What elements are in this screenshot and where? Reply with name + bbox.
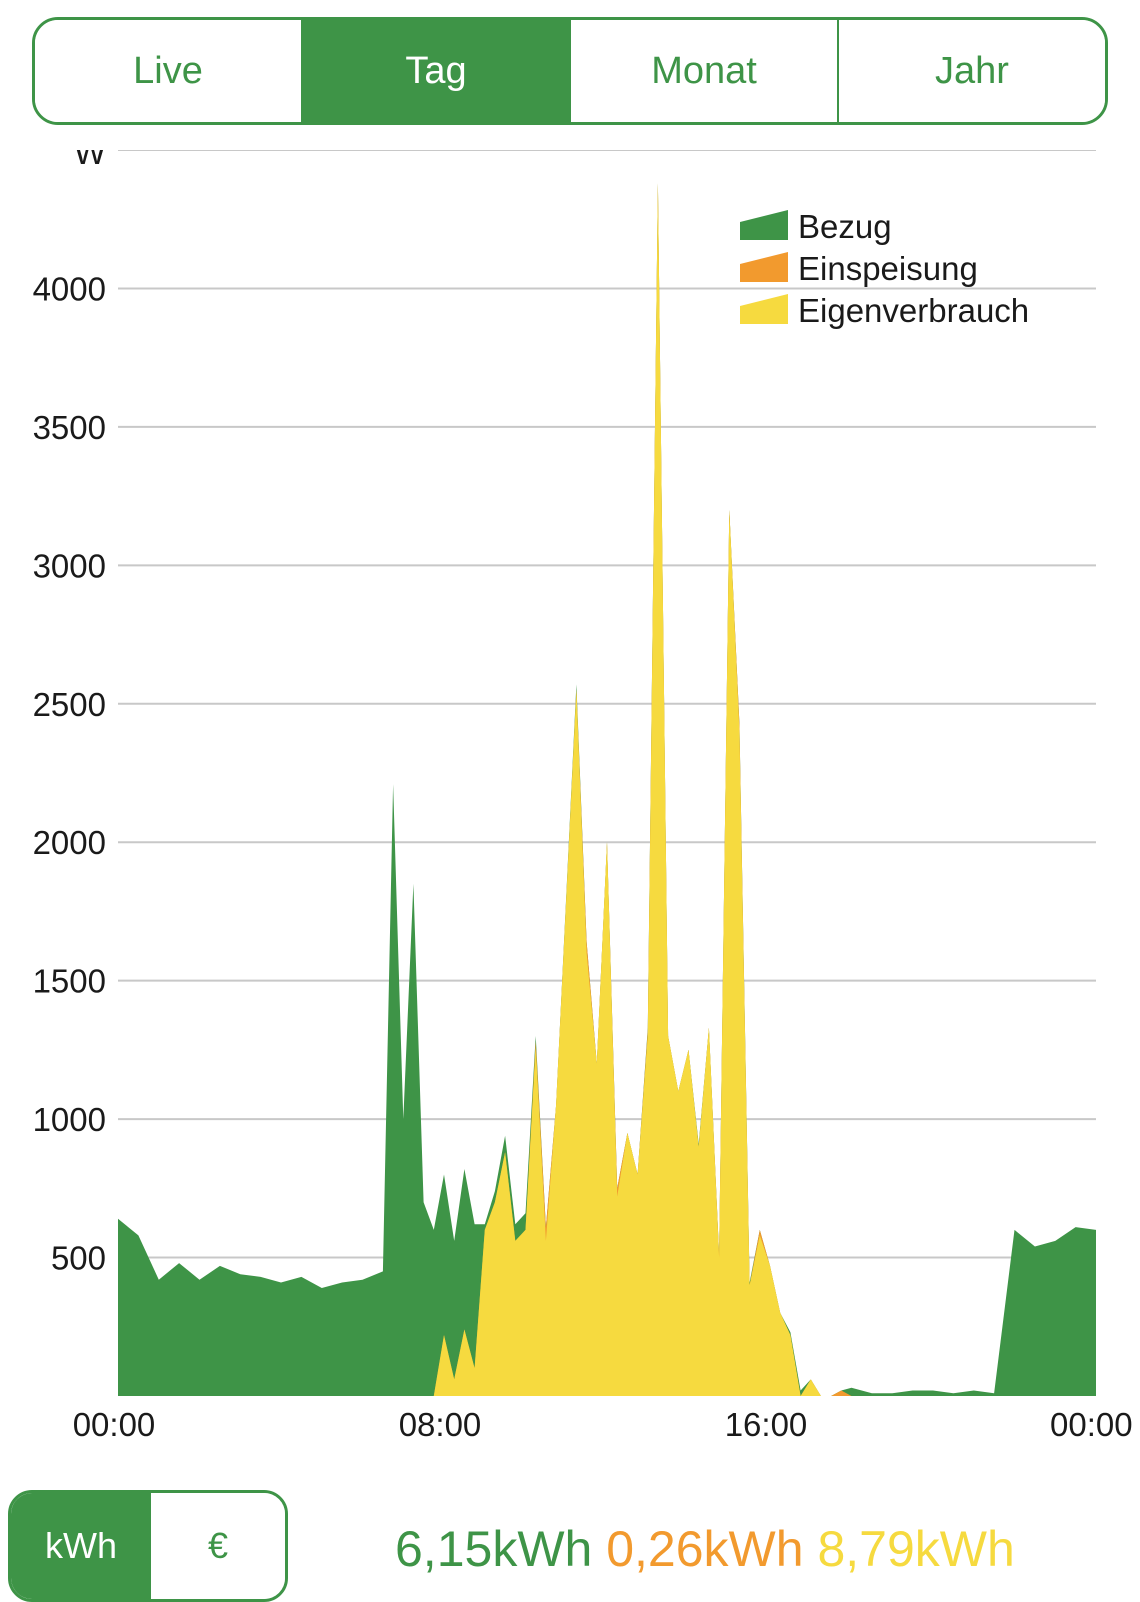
legend-label: Einspeisung (798, 250, 978, 287)
daily-totals: 6,15kWh 0,26kWh 8,79kWh (395, 1520, 1015, 1578)
y-tick-label: 1500 (33, 963, 106, 1000)
tab-live[interactable]: Live (35, 20, 303, 122)
x-tick-label: 08:00 (399, 1406, 482, 1443)
tab-tag[interactable]: Tag (303, 20, 571, 122)
legend-swatch (740, 252, 788, 282)
y-tick-label: 3000 (33, 547, 106, 584)
x-tick-label: 16:00 (725, 1406, 808, 1443)
power-chart: 500 1000 1500 2000 2500 3000 3500 4000 W 00:00 08… (33, 150, 1133, 1443)
legend-label: Bezug (798, 208, 892, 245)
x-tick-label: 00:00 (73, 1406, 156, 1443)
tab-monat[interactable]: Monat (571, 20, 839, 122)
y-tick-label: 4000 (33, 270, 106, 307)
legend-swatch (740, 294, 788, 324)
y-tick-label: 500 (51, 1240, 106, 1277)
x-tick-label: 00:00 (1050, 1406, 1133, 1443)
legend-label: Eigenverbrauch (798, 292, 1029, 329)
y-tick-label: 1000 (33, 1101, 106, 1138)
y-tick-label: 2000 (33, 824, 106, 861)
total-eigenverbrauch: 8,79kWh (817, 1521, 1015, 1577)
y-axis: 500 1000 1500 2000 2500 3000 3500 4000 W (33, 150, 106, 1277)
y-tick-label: 3500 (33, 409, 106, 446)
series-eigenverbrauch-area (118, 183, 1096, 1397)
y-axis-unit: W (74, 150, 106, 172)
legend-swatch (740, 210, 788, 240)
unit-kwh-button[interactable]: kWh (11, 1493, 151, 1599)
total-einspeisung: 0,26kWh (606, 1521, 804, 1577)
chart-areas (118, 183, 1096, 1397)
tab-jahr[interactable]: Jahr (839, 20, 1105, 122)
unit-euro-button[interactable]: € (151, 1493, 285, 1599)
x-axis: 00:00 08:00 16:00 00:00 (73, 1406, 1133, 1443)
unit-toggle: kWh € (8, 1490, 288, 1602)
total-bezug: 6,15kWh (395, 1521, 593, 1577)
chart-legend: Bezug Einspeisung Eigenverbrauch (740, 208, 1029, 329)
period-tabs: Live Tag Monat Jahr (32, 17, 1108, 125)
y-tick-label: 2500 (33, 686, 106, 723)
